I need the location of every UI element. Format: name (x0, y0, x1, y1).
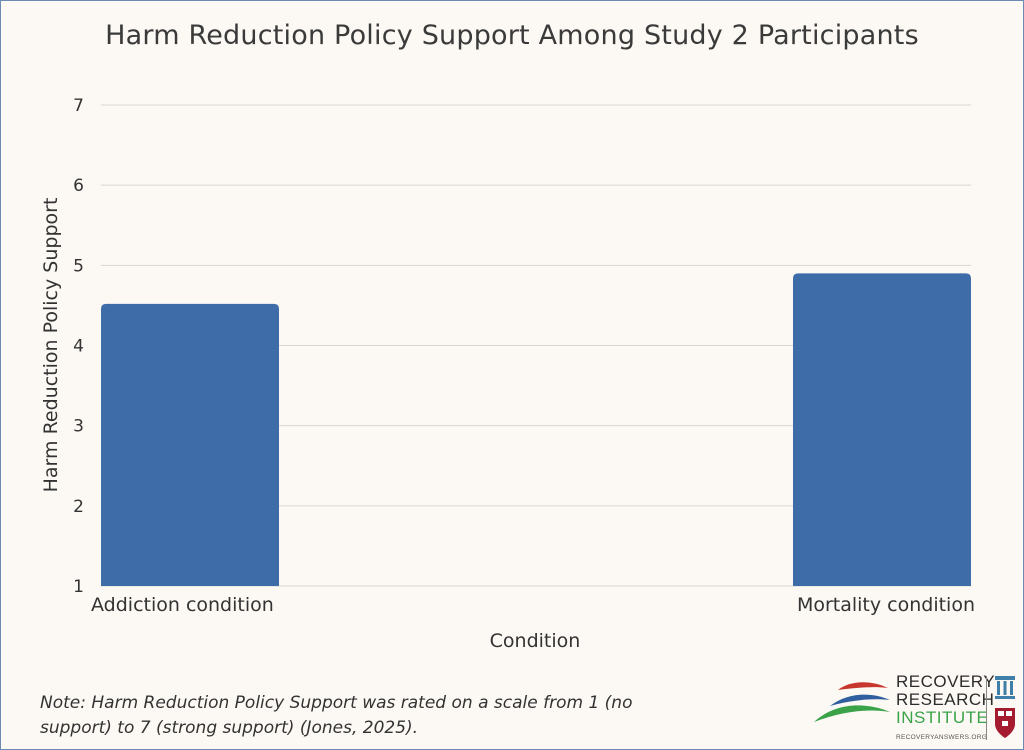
logo-website: RECOVERYANSWERS.ORG (896, 734, 988, 741)
bar-addiction-condition (101, 303, 279, 586)
y-tick-label: 5 (73, 256, 84, 276)
y-tick-labels: 1 2 3 4 5 6 7 (73, 96, 84, 597)
y-tick-label: 1 (73, 577, 84, 597)
logo-divider (986, 676, 987, 740)
y-tick-label: 7 (73, 96, 84, 116)
bar-mortality-condition (793, 273, 971, 586)
logo-line-3: INSTITUTE (896, 708, 989, 727)
x-axis-label: Condition (490, 630, 581, 652)
y-tick-label: 6 (73, 176, 84, 196)
x-tick-label: Mortality condition (797, 594, 975, 616)
y-tick-label: 2 (73, 497, 84, 517)
x-tick-labels: Addiction condition Mortality condition (91, 594, 975, 616)
swoosh-logo-icon (814, 682, 890, 722)
footnote: Note: Harm Reduction Policy Support was … (40, 693, 633, 738)
logo-line-1: RECOVERY (896, 672, 996, 691)
y-axis-label: Harm Reduction Policy Support (40, 198, 62, 493)
bar-chart: 1 2 3 4 5 6 7 Addiction condition Mortality con… (40, 96, 975, 652)
institution-emblem-icon (995, 676, 1015, 738)
y-tick-label: 3 (73, 417, 84, 437)
x-tick-label: Addiction condition (91, 594, 274, 616)
chart-title: Harm Reduction Policy Support Among Stud… (105, 20, 919, 51)
recovery-research-institute-logo: RECOVERY RESEARCH INSTITUTE RECOVERYANSW… (810, 670, 1020, 748)
logo-line-2: RESEARCH (896, 690, 995, 709)
bars (101, 273, 971, 586)
y-tick-label: 4 (73, 337, 84, 357)
